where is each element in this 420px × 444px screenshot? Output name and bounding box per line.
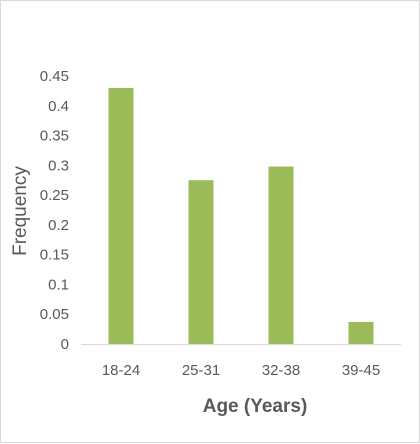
y-tick-label: 0.05 [40,306,69,323]
bar [268,166,294,344]
x-tick-label: 18-24 [102,362,140,379]
bar-series [108,87,374,345]
x-tick-label: 32-38 [262,362,300,379]
bar [348,321,374,344]
x-tick-label: 39-45 [342,362,380,379]
x-axis-tick-labels: 18-24 25-31 32-38 39-45 [102,362,380,379]
y-tick-label: 0.1 [48,276,69,293]
y-tick-label: 0.45 [40,68,69,85]
x-tick-label: 25-31 [182,362,220,379]
y-tick-label: 0.2 [48,217,69,234]
y-tick-label: 0.15 [40,247,69,264]
y-tick-label: 0.4 [48,98,69,115]
y-axis-title: Frequency [10,166,31,256]
y-tick-label: 0.25 [40,187,69,204]
y-tick-label: 0 [61,336,69,353]
y-tick-label: 0.35 [40,128,69,145]
y-tick-label: 0.3 [48,157,69,174]
bar [108,87,134,345]
y-axis-tick-labels: 0 0.05 0.1 0.15 0.2 0.25 0.3 0.35 0.4 0.45 [40,68,69,353]
x-axis-title: Age (Years) [203,396,308,417]
bar [188,180,214,344]
